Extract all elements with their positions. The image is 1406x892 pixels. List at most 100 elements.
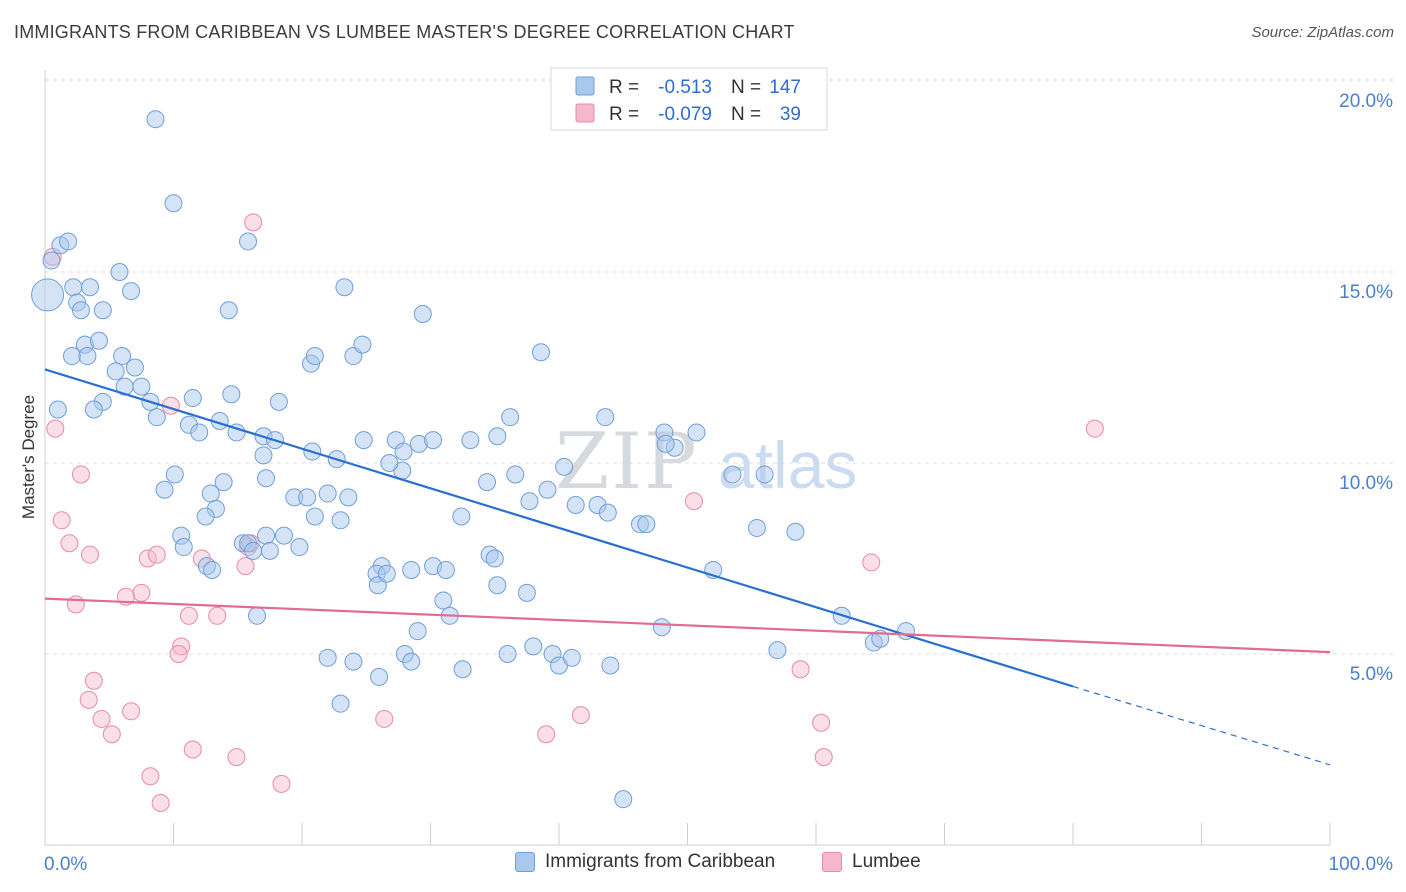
caribbean-point <box>614 790 633 809</box>
caribbean-point <box>201 484 220 503</box>
caribbean-point <box>62 347 81 366</box>
caribbean-point <box>485 549 504 568</box>
lumbee-point <box>227 748 246 767</box>
caribbean-point <box>298 488 317 507</box>
lumbee-point <box>684 492 703 511</box>
chart-title: IMMIGRANTS FROM CARIBBEAN VS LUMBEE MAST… <box>14 22 795 42</box>
caribbean-point <box>532 343 551 362</box>
caribbean-point <box>354 431 373 450</box>
caribbean-point <box>555 457 574 476</box>
watermark: ZIP atlas <box>555 417 857 507</box>
lumbee-point <box>80 545 99 564</box>
lumbee-point <box>92 709 111 728</box>
caribbean-point <box>132 377 151 396</box>
caribbean-point <box>478 473 497 492</box>
caribbean-point <box>566 496 585 515</box>
caribbean-point <box>434 591 453 610</box>
caribbean-point <box>48 400 67 419</box>
caribbean-point <box>768 641 787 660</box>
caribbean-point <box>408 622 427 641</box>
legend-swatch-caribbean <box>515 852 535 872</box>
caribbean-point <box>370 667 389 686</box>
legend-r-label-pink: R = <box>609 104 639 125</box>
legend-swatch-pink <box>575 103 595 123</box>
caribbean-point <box>687 423 706 442</box>
caribbean-point <box>305 507 324 526</box>
caribbean-point <box>596 408 615 427</box>
watermark-zip: ZIP <box>555 417 699 507</box>
caribbean-point <box>196 507 215 526</box>
legend-item-lumbee: Lumbee <box>822 851 921 873</box>
legend-r-value-blue: -0.513 <box>658 77 712 98</box>
lumbee-point <box>375 709 394 728</box>
top-legend: R = -0.513 N = 147 R = -0.079 N = 39 <box>550 67 828 131</box>
lumbee-point <box>46 419 65 438</box>
x-tick-label-min: 0.0% <box>44 854 87 875</box>
caribbean-point <box>786 522 805 541</box>
caribbean-point <box>146 110 165 129</box>
caribbean-point <box>538 480 557 499</box>
lumbee-point <box>132 583 151 602</box>
lumbee-point <box>183 740 202 759</box>
caribbean-point <box>517 583 536 602</box>
caribbean-point <box>219 301 238 320</box>
caribbean-point <box>239 232 258 251</box>
legend-n-label-pink: N = <box>731 104 761 125</box>
caribbean-point <box>78 347 97 366</box>
caribbean-point <box>506 465 525 484</box>
caribbean-point <box>413 305 432 324</box>
caribbean-point <box>59 232 78 251</box>
caribbean-point <box>377 564 396 583</box>
caribbean-point <box>402 652 421 671</box>
caribbean-point <box>452 507 471 526</box>
caribbean-point <box>214 473 233 492</box>
caribbean-point <box>524 637 543 656</box>
lumbee-point <box>862 553 881 572</box>
lumbee-point <box>66 595 85 614</box>
caribbean-point <box>244 541 263 560</box>
legend-item-caribbean: Immigrants from Caribbean <box>515 851 775 873</box>
caribbean-point <box>183 389 202 408</box>
caribbean-point <box>147 408 166 427</box>
caribbean-point <box>42 251 61 270</box>
y-tick-labels: 5.0% 10.0% 15.0% 20.0% <box>1339 91 1393 685</box>
lumbee-point <box>236 557 255 576</box>
caribbean-point <box>110 263 129 281</box>
caribbean-point <box>520 492 539 511</box>
legend-n-label-blue: N = <box>731 77 761 98</box>
caribbean-point <box>436 560 455 579</box>
y-axis-label: Master's Degree <box>19 395 38 519</box>
caribbean-point <box>394 442 413 461</box>
legend-swatch-blue <box>575 76 595 96</box>
lumbee-point <box>1085 419 1104 438</box>
watermark-atlas: atlas <box>718 428 857 502</box>
lumbee-point <box>571 706 590 725</box>
caribbean-point <box>275 526 294 545</box>
caribbean-point <box>290 538 309 557</box>
legend-r-value-pink: -0.079 <box>658 104 712 125</box>
caribbean-point <box>344 652 363 671</box>
caribbean-point <box>318 648 337 667</box>
lumbee-trend-line <box>44 597 1331 654</box>
caribbean-point <box>331 511 350 530</box>
caribbean-point <box>501 408 520 427</box>
caribbean-point <box>71 301 90 320</box>
x-tick-labels: 0.0% 100.0% <box>44 854 1393 875</box>
caribbean-point <box>64 278 83 297</box>
caribbean-point <box>331 694 350 713</box>
caribbean-trend-extension <box>1072 685 1331 766</box>
caribbean-point <box>562 648 581 667</box>
caribbean-point <box>89 331 108 350</box>
caribbean-point <box>155 480 174 499</box>
caribbean-point <box>203 560 222 579</box>
caribbean-point <box>31 278 65 312</box>
bottom-legend: Immigrants from Caribbean Lumbee <box>0 851 1406 879</box>
x-tick-label-max: 100.0% <box>1329 854 1394 875</box>
caribbean-point <box>424 431 443 450</box>
lumbee-point <box>244 213 263 232</box>
lumbee-point <box>60 534 79 553</box>
caribbean-point <box>339 488 358 507</box>
caribbean-point <box>402 560 421 579</box>
lumbee-point <box>169 645 188 663</box>
lumbee-point <box>537 725 556 744</box>
